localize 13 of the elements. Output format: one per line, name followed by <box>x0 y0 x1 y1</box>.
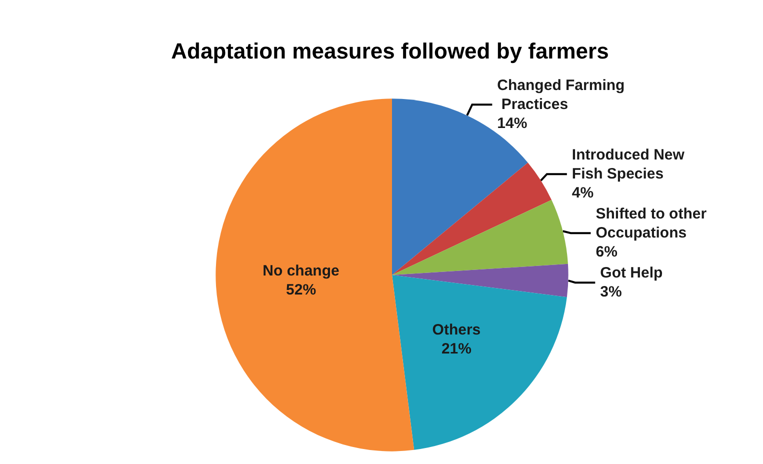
data-label: 3% <box>600 284 622 301</box>
data-label: 14% <box>497 115 528 132</box>
data-label: 4% <box>572 184 594 202</box>
slice-label: Changed Farming Practices <box>497 77 625 114</box>
slice-label: Shifted to other Occupations <box>596 206 711 242</box>
slice-label: Others <box>432 321 481 338</box>
data-label: 21% <box>441 340 472 358</box>
chart-title: Adaptation measures followed by farmers <box>171 38 609 64</box>
slice-label: Got Help <box>600 264 663 282</box>
slice-label: Introduced New Fish Species <box>572 146 689 183</box>
slice-label: No change <box>262 262 340 280</box>
data-label: 6% <box>596 244 618 261</box>
data-label: 52% <box>286 282 316 299</box>
